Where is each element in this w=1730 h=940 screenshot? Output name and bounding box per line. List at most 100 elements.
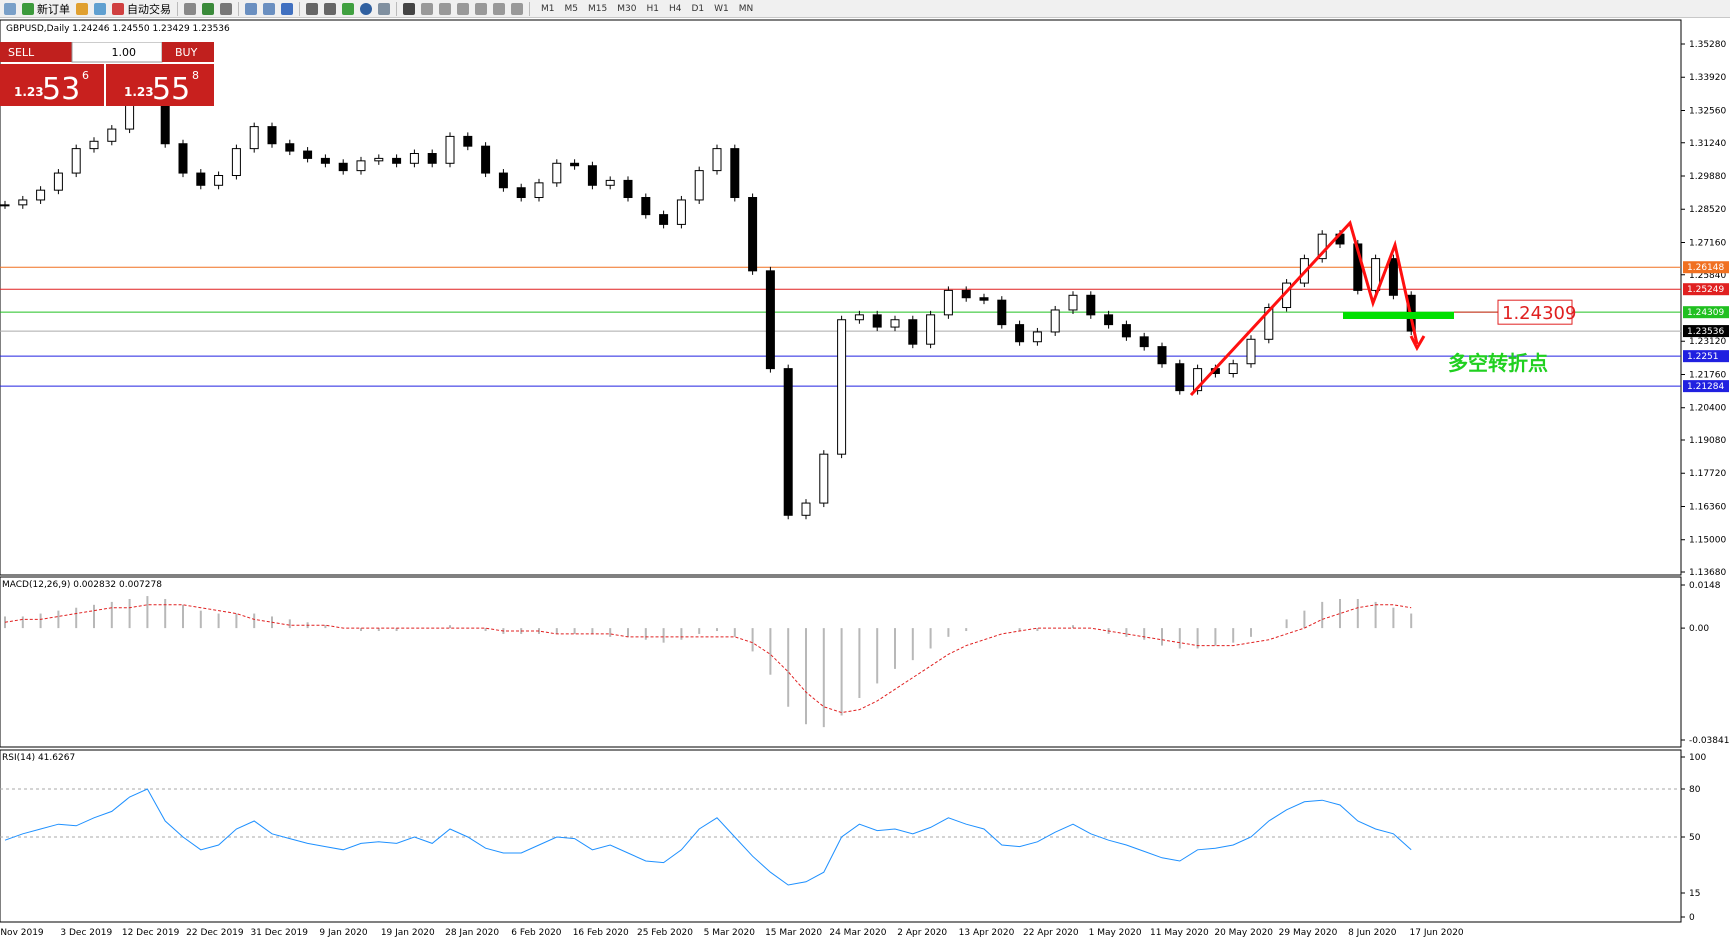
chart-header: GBPUSD,Daily 1.24246 1.24550 1.23429 1.2… — [6, 24, 230, 34]
icon[interactable] — [306, 2, 318, 15]
separator — [529, 1, 530, 16]
x-tick-label: 20 May 2020 — [1214, 928, 1273, 938]
candle — [1157, 346, 1167, 365]
candle — [890, 319, 900, 328]
rsi-panel — [0, 749, 1682, 923]
candle — [730, 148, 740, 199]
sell-price-box[interactable] — [0, 64, 104, 106]
annotation-box — [1497, 299, 1573, 325]
marks: 1.35280 1.33920 1.32560 1.31240 1.29880 1.285… — [0, 40, 1730, 938]
icon[interactable] — [220, 2, 232, 15]
candle — [1032, 331, 1042, 343]
level-label-box — [1683, 261, 1729, 274]
icon[interactable] — [184, 2, 196, 15]
icon[interactable] — [202, 2, 214, 15]
timeframe-button[interactable]: MN — [738, 3, 754, 14]
icon[interactable] — [421, 2, 433, 15]
y-tick-label: 0.0148 — [1689, 581, 1721, 591]
timeframe-button[interactable]: H1 — [646, 3, 659, 14]
sell-button[interactable] — [0, 42, 72, 62]
icon[interactable] — [263, 2, 275, 15]
candle — [445, 135, 455, 164]
new-order-button[interactable]: 新订单 — [22, 1, 70, 17]
icon[interactable] — [403, 2, 415, 15]
candle — [676, 199, 686, 225]
icon[interactable] — [281, 2, 293, 15]
candle — [926, 314, 936, 345]
candle — [1228, 363, 1238, 375]
y-tick-label: -0.038415 — [1689, 736, 1730, 746]
x-tick-label: Nov 2019 — [0, 928, 44, 938]
candle — [107, 128, 117, 142]
auto-trade-button[interactable]: 自动交易 — [112, 1, 171, 17]
x-tick-label: 19 Jan 2020 — [381, 928, 435, 938]
buy-button[interactable] — [162, 42, 214, 62]
icon[interactable] — [245, 2, 257, 15]
candle — [267, 126, 277, 145]
icon[interactable] — [439, 2, 451, 15]
sell-price-main: 53 — [42, 72, 80, 106]
candle — [1139, 336, 1149, 348]
icon[interactable] — [324, 2, 336, 15]
timeframe-button[interactable]: M1 — [541, 3, 555, 14]
macd-panel — [0, 576, 1682, 748]
timeframe-button[interactable]: M5 — [564, 3, 579, 14]
level-label: 1.26148 — [1687, 263, 1724, 273]
candle — [943, 289, 953, 316]
icon[interactable] — [342, 2, 354, 15]
icon[interactable] — [94, 2, 106, 15]
icon[interactable] — [475, 2, 487, 15]
icon[interactable] — [511, 2, 523, 15]
candle — [1193, 368, 1203, 392]
candle — [231, 148, 241, 177]
candle — [89, 140, 99, 150]
candle — [178, 143, 188, 174]
separator — [396, 1, 397, 16]
x-tick-label: 22 Apr 2020 — [1023, 928, 1079, 938]
icon[interactable] — [4, 2, 16, 15]
annotation-price: 1.24309 — [1502, 303, 1576, 324]
macd-label: MACD(12,26,9) 0.002832 0.007278 — [2, 580, 162, 590]
y-tick-label: 1.20400 — [1689, 404, 1726, 414]
candle — [1175, 363, 1185, 392]
timeframe-group: M1 M5 M15 M30 H1 H4 D1 W1 MN — [536, 4, 758, 14]
icon[interactable] — [360, 2, 372, 15]
x-tick-label: 31 Dec 2019 — [250, 928, 308, 938]
candle — [552, 162, 562, 184]
candle — [1246, 338, 1256, 365]
icon[interactable] — [76, 2, 88, 15]
icon[interactable] — [378, 2, 390, 15]
candle — [908, 319, 918, 345]
buy-price-pip: 8 — [192, 69, 199, 82]
x-tick-label: 12 Dec 2019 — [122, 928, 180, 938]
sell-price-pip: 6 — [82, 69, 89, 82]
level-label-box — [1683, 325, 1729, 338]
timeframe-button[interactable]: D1 — [691, 3, 705, 14]
y-tick-label: 1.23120 — [1689, 337, 1726, 347]
candle — [285, 143, 295, 152]
y-tick-label: 1.28520 — [1689, 205, 1726, 215]
candle — [819, 453, 829, 504]
y-tick-label: 1.15000 — [1689, 536, 1726, 546]
x-tick-label: 1 May 2020 — [1089, 928, 1142, 938]
icon[interactable] — [457, 2, 469, 15]
level-label: 1.23536 — [1687, 327, 1724, 337]
icon[interactable] — [493, 2, 505, 15]
x-tick-label: 17 Jun 2020 — [1410, 928, 1464, 938]
timeframe-button[interactable]: H4 — [668, 3, 682, 14]
y-tick-label: 1.16360 — [1689, 502, 1726, 512]
candle — [1068, 294, 1078, 311]
arrow-head — [1409, 335, 1426, 352]
timeframe-button[interactable]: W1 — [714, 3, 729, 14]
candle — [748, 197, 758, 272]
buy-price-box[interactable] — [106, 64, 214, 106]
timeframe-button[interactable]: M15 — [588, 3, 608, 14]
y-tick-label: 80 — [1689, 785, 1701, 795]
y-tick-label: 0 — [1689, 913, 1695, 923]
y-tick-label: 100 — [1689, 753, 1706, 763]
buy-price-main: 55 — [152, 72, 190, 106]
x-tick-label: 6 Feb 2020 — [511, 928, 562, 938]
timeframe-button[interactable]: M30 — [617, 3, 637, 14]
trend-drawing — [1189, 220, 1419, 397]
y-tick-label: 1.33920 — [1689, 73, 1726, 83]
